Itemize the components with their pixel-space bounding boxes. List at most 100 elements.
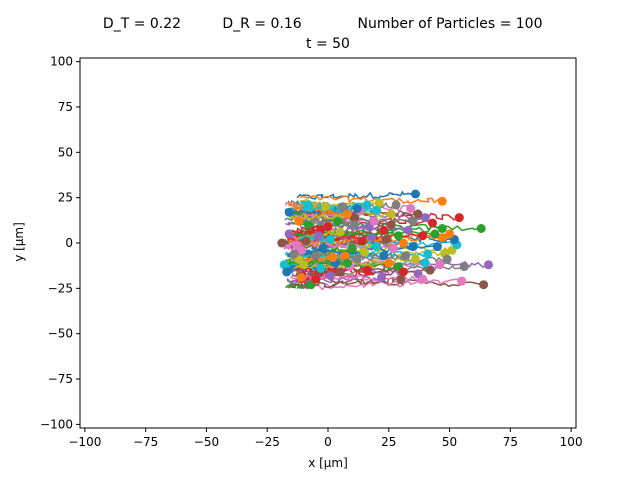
final-position-marker: [338, 202, 348, 212]
final-position-marker: [279, 260, 289, 270]
final-position-marker: [377, 273, 386, 282]
final-position-marker: [335, 267, 345, 277]
final-position-marker: [442, 254, 452, 264]
final-position-marker: [454, 213, 464, 223]
title-part-count: Number of Particles = 100: [357, 16, 542, 32]
final-position-marker: [313, 231, 323, 241]
final-position-marker: [304, 200, 313, 210]
final-position-marker: [321, 202, 331, 212]
final-position-marker: [391, 200, 401, 210]
x-tick-label: −50: [194, 435, 219, 449]
final-position-marker: [294, 216, 304, 226]
x-tick-label: 100: [560, 435, 583, 449]
y-tick-label: −100: [40, 417, 73, 431]
final-position-marker: [420, 213, 430, 223]
final-position-marker: [343, 258, 352, 268]
y-tick-label: 100: [50, 55, 73, 69]
final-position-marker: [459, 262, 469, 272]
x-axis-ticks: −100 −75 −50 −25 0 25 50 75 100: [68, 428, 583, 449]
x-tick-label: −25: [255, 435, 280, 449]
final-position-marker: [408, 216, 418, 226]
final-position-marker: [328, 253, 338, 262]
final-position-marker: [435, 260, 445, 270]
final-position-marker: [398, 267, 408, 277]
trajectory-line: [299, 278, 462, 291]
final-position-marker: [352, 204, 362, 213]
final-position-marker: [432, 242, 442, 252]
final-position-marker: [430, 229, 440, 239]
title-part-dt: D_T = 0.22: [103, 16, 181, 32]
trajectory-line: [287, 234, 443, 245]
final-position-marker: [360, 247, 369, 257]
final-position-marker: [325, 271, 335, 281]
final-position-marker: [335, 227, 345, 237]
final-position-marker: [352, 254, 362, 264]
final-position-marker: [394, 231, 403, 241]
trajectory-line: [289, 211, 392, 221]
final-position-marker: [282, 267, 292, 277]
final-position-marker: [350, 220, 360, 230]
final-position-marker: [379, 225, 389, 235]
final-position-marker: [396, 274, 406, 284]
y-tick-label: 25: [58, 191, 73, 205]
final-position-marker: [284, 207, 294, 217]
final-position-marker: [479, 280, 489, 290]
x-tick-label: 25: [381, 435, 396, 449]
x-tick-label: −100: [68, 435, 101, 449]
final-position-marker: [374, 198, 384, 208]
final-position-marker: [367, 233, 377, 243]
final-position-marker: [408, 242, 418, 252]
final-position-marker: [437, 233, 447, 243]
final-position-marker: [301, 236, 311, 246]
particle-final-positions: [277, 189, 493, 290]
final-position-marker: [437, 224, 447, 233]
final-position-marker: [445, 229, 455, 239]
final-position-marker: [386, 209, 396, 219]
final-position-marker: [311, 251, 321, 261]
final-position-marker: [311, 274, 321, 284]
x-axis-title: x [µm]: [308, 456, 348, 470]
final-position-marker: [343, 209, 352, 219]
final-position-marker: [333, 216, 343, 226]
final-position-marker: [299, 260, 309, 270]
final-position-marker: [291, 240, 301, 250]
y-tick-label: −75: [48, 372, 73, 386]
plot-frame: [79, 57, 577, 429]
x-tick-label: 50: [442, 435, 457, 449]
final-position-marker: [411, 254, 420, 264]
y-tick-label: −50: [48, 327, 73, 341]
final-position-marker: [284, 229, 294, 239]
final-position-marker: [350, 213, 360, 223]
final-position-marker: [362, 200, 372, 210]
final-position-marker: [406, 204, 416, 213]
final-position-marker: [425, 265, 435, 275]
final-position-marker: [384, 258, 394, 268]
final-position-marker: [277, 238, 287, 248]
final-position-marker: [428, 218, 437, 228]
final-position-marker: [457, 276, 467, 286]
final-position-marker: [411, 189, 420, 199]
final-position-marker: [379, 251, 389, 261]
final-position-marker: [357, 236, 367, 246]
final-position-marker: [362, 265, 372, 275]
trajectory-line: [299, 195, 443, 204]
title-part-dr: D_R = 0.16: [222, 16, 301, 32]
final-position-marker: [484, 260, 493, 270]
y-tick-label: 50: [58, 145, 73, 159]
y-tick-label: 0: [65, 236, 73, 250]
final-position-marker: [323, 222, 333, 232]
final-position-marker: [423, 249, 433, 259]
final-position-marker: [340, 251, 350, 261]
final-position-marker: [418, 274, 428, 284]
final-position-marker: [389, 243, 399, 253]
final-position-marker: [413, 209, 423, 219]
final-position-marker: [318, 243, 328, 253]
y-tick-label: −25: [48, 281, 73, 295]
y-axis-title: y [µm]: [12, 222, 26, 262]
final-position-marker: [372, 205, 382, 215]
final-position-marker: [401, 251, 411, 261]
final-position-marker: [476, 224, 486, 233]
final-position-marker: [304, 220, 313, 230]
x-tick-label: 0: [324, 435, 332, 449]
